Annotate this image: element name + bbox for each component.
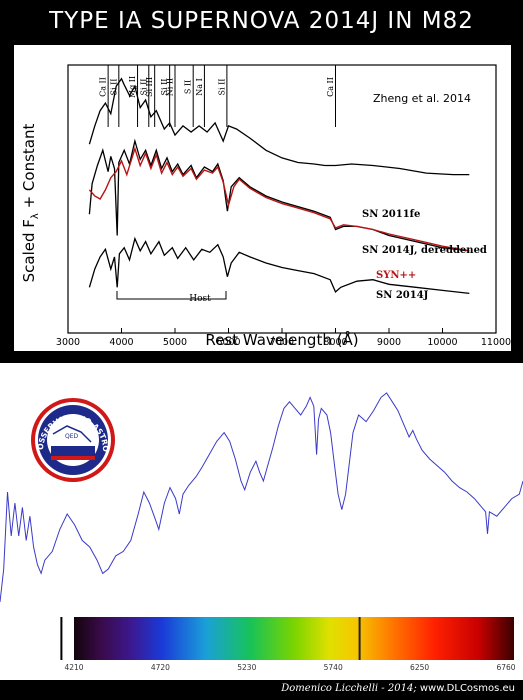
line-id-label: Si II [160,79,169,96]
line-id-label: Si II [109,79,118,96]
citation-annotation: Zheng et al. 2014 [373,92,471,105]
diagram-icon [51,446,95,458]
x-tick-label: 11000 [481,337,511,348]
host-bracket [116,291,227,300]
line-id-label: S II [184,80,193,94]
x-tick-label: 9000 [377,337,401,348]
author-credit: Domenico Licchelli - 2014 [281,683,414,694]
x-tick-label: 3000 [56,337,80,348]
plot-frame [67,64,497,334]
strip-tick-label: 4210 [64,663,83,672]
spectrum-color-strip [74,617,514,660]
series-line-0 [88,77,470,176]
strip-tick-label: 5740 [324,663,343,672]
line-id-label: Si II [139,79,148,96]
observatory-logo: QED OSSERVATORIO ASTROFISICO R.P. FEYNMA… [31,398,115,482]
footer-bar [0,680,523,700]
strip-tick-label: 6760 [496,663,515,672]
spectrum-line [0,392,523,603]
x-tick-label: 8000 [323,337,347,348]
series-line-2 [88,146,470,252]
constellation-icon [52,425,92,443]
x-tick-label: 7000 [270,337,294,348]
x-tick-label: 10000 [427,337,457,348]
x-tick-label: 6000 [216,337,240,348]
website-credit: www.DLCosmos.eu [419,683,515,694]
strip-tick-label: 5230 [237,663,256,672]
x-tick-label: 4000 [109,337,133,348]
published-spectra-panel: Ca II Si II Mg II Si II Si III Si II Ni II S II… [14,45,511,351]
line-id-label: Si II [217,79,226,96]
line-id-label: Ca II [326,77,335,97]
y-axis-label: Scaled Fλ + Constant [20,124,41,283]
x-tick-label: 5000 [163,337,187,348]
label-sn2014j-dereddened: SN 2014J, dereddened [362,245,487,256]
label-sn2011fe: SN 2011fe [362,209,420,220]
label-sn2014j: SN 2014J [376,290,429,301]
line-id-label: Si III [145,77,154,97]
line-id-label: Mg II [128,76,137,98]
logo-inner-text: QED [65,433,79,440]
label-synpp: SYN++ [376,270,416,281]
observatory-spectrum-chart: 4210 4720 5230 5740 6250 6760 QED OSSERVATORI… [0,392,523,672]
strip-tick-label: 4720 [151,663,170,672]
line-id-label: Ca II [99,77,108,97]
main-title: TYPE IA SUPERNOVA 2014J IN M82 [49,8,474,34]
credit-line: Domenico Licchelli - 2014; www.DLCosmos.… [281,683,515,694]
line-id-label: Ni II [166,78,175,96]
absorption-mark [358,617,361,660]
strip-tick-label: 6250 [410,663,429,672]
line-id-label: Na I [195,78,204,95]
absorption-mark [60,617,63,660]
x-axis-label: Rest Wavelength (Å) [205,330,358,349]
series-line-3 [88,236,470,295]
observatory-spectrum-panel: 4210 4720 5230 5740 6250 6760 QED OSSERVATORI… [0,363,523,680]
